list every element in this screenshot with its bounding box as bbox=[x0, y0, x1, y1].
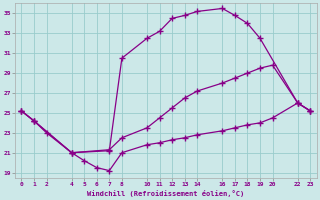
X-axis label: Windchill (Refroidissement éolien,°C): Windchill (Refroidissement éolien,°C) bbox=[87, 190, 244, 197]
